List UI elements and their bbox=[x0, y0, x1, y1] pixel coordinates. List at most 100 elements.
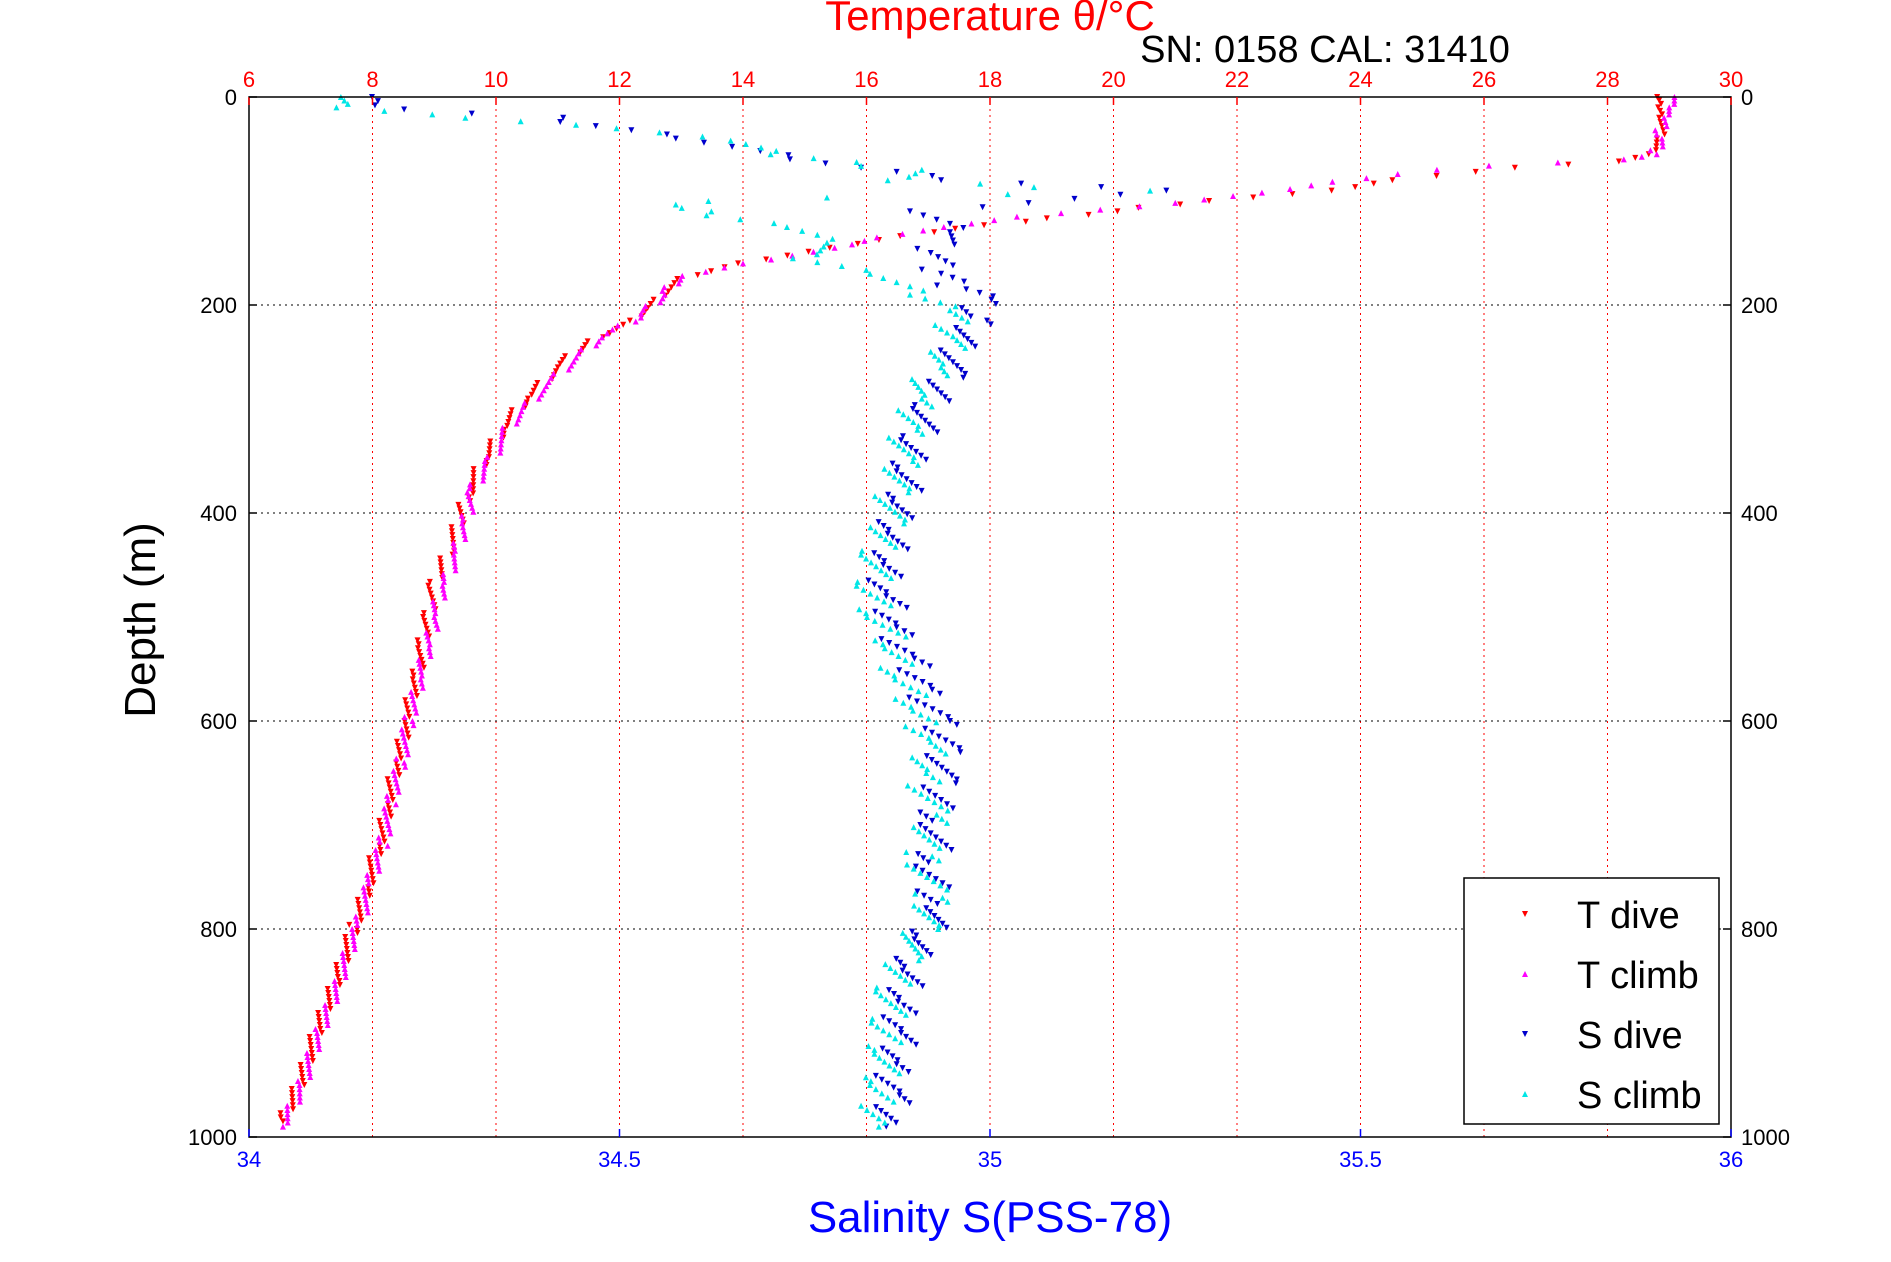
data-point bbox=[481, 461, 488, 468]
data-point bbox=[599, 334, 606, 341]
data-point bbox=[952, 303, 959, 310]
data-point bbox=[810, 248, 817, 255]
data-point bbox=[366, 892, 373, 899]
data-point bbox=[911, 936, 918, 943]
data-point bbox=[299, 1078, 306, 1084]
data-point bbox=[392, 801, 399, 808]
data-point bbox=[872, 637, 879, 644]
data-point bbox=[923, 456, 930, 463]
data-point bbox=[946, 398, 953, 405]
data-point bbox=[893, 1061, 900, 1068]
data-point bbox=[931, 918, 938, 925]
data-point bbox=[1658, 100, 1665, 107]
data-point bbox=[853, 582, 860, 589]
data-point bbox=[901, 628, 908, 635]
data-point bbox=[886, 1062, 893, 1069]
data-point bbox=[900, 699, 907, 706]
data-point bbox=[901, 520, 908, 527]
data-point bbox=[858, 162, 865, 169]
data-point bbox=[909, 458, 916, 464]
data-point bbox=[885, 491, 892, 498]
data-point bbox=[1485, 162, 1492, 169]
data-point bbox=[418, 668, 425, 675]
data-point bbox=[628, 127, 635, 134]
data-point bbox=[918, 953, 925, 960]
data-point bbox=[910, 727, 917, 734]
data-point bbox=[902, 723, 909, 730]
data-point bbox=[913, 484, 920, 490]
data-point bbox=[933, 760, 940, 767]
data-point bbox=[895, 998, 902, 1005]
data-point bbox=[418, 656, 425, 663]
data-point bbox=[414, 645, 421, 652]
data-point bbox=[383, 813, 390, 820]
data-point bbox=[486, 450, 493, 457]
data-point bbox=[871, 493, 878, 500]
data-point bbox=[915, 949, 922, 956]
salinity-tick-label: 35.5 bbox=[1339, 1147, 1382, 1172]
data-point bbox=[284, 1115, 291, 1122]
data-point bbox=[923, 753, 930, 760]
data-point bbox=[909, 632, 916, 639]
data-point bbox=[912, 380, 919, 386]
data-point bbox=[895, 407, 902, 414]
data-point bbox=[886, 640, 893, 646]
data-point bbox=[367, 863, 374, 870]
data-point bbox=[672, 201, 679, 208]
data-point bbox=[911, 675, 918, 682]
data-point bbox=[322, 1006, 329, 1012]
data-point bbox=[439, 582, 446, 589]
data-point bbox=[918, 452, 925, 459]
data-point bbox=[369, 876, 376, 883]
data-point bbox=[880, 562, 887, 568]
data-point bbox=[823, 239, 830, 246]
salinity-tick-label: 36 bbox=[1719, 1147, 1743, 1172]
data-point bbox=[878, 1090, 885, 1097]
data-point bbox=[918, 166, 925, 173]
data-point bbox=[892, 1004, 899, 1010]
data-point bbox=[886, 469, 893, 476]
data-point bbox=[883, 589, 890, 596]
data-point bbox=[921, 892, 928, 899]
depth-tick-label-right: 200 bbox=[1741, 293, 1778, 318]
data-point bbox=[550, 370, 557, 377]
data-point bbox=[878, 636, 885, 643]
data-point bbox=[883, 1111, 890, 1118]
data-point bbox=[899, 433, 906, 440]
data-point bbox=[1172, 199, 1179, 206]
data-point bbox=[417, 664, 424, 671]
data-point bbox=[949, 333, 956, 340]
data-point bbox=[401, 713, 408, 720]
data-point bbox=[434, 625, 441, 632]
data-point bbox=[888, 1115, 895, 1122]
data-point bbox=[903, 441, 910, 448]
data-point bbox=[912, 170, 919, 177]
data-point bbox=[678, 204, 685, 211]
temperature-tick-label: 18 bbox=[978, 67, 1002, 92]
data-point bbox=[900, 446, 907, 453]
data-point bbox=[672, 135, 679, 142]
data-point bbox=[354, 921, 361, 928]
data-point bbox=[829, 235, 836, 242]
data-point bbox=[405, 734, 412, 741]
data-point bbox=[872, 1086, 879, 1093]
data-point bbox=[862, 1074, 869, 1081]
data-point bbox=[365, 880, 372, 887]
legend-box bbox=[1463, 877, 1720, 1125]
data-point bbox=[938, 838, 945, 845]
data-point bbox=[910, 454, 917, 461]
data-point bbox=[972, 343, 979, 350]
data-point bbox=[614, 322, 621, 329]
data-point bbox=[935, 733, 942, 740]
temperature-tick-label: 8 bbox=[366, 67, 378, 92]
data-point bbox=[331, 978, 338, 984]
data-point bbox=[584, 338, 591, 345]
data-point bbox=[981, 222, 988, 229]
data-point bbox=[497, 445, 504, 452]
data-point bbox=[375, 863, 382, 870]
data-point bbox=[1620, 156, 1627, 163]
data-point bbox=[849, 241, 856, 248]
data-point bbox=[413, 693, 420, 700]
data-point bbox=[408, 688, 415, 695]
data-point bbox=[872, 528, 879, 535]
